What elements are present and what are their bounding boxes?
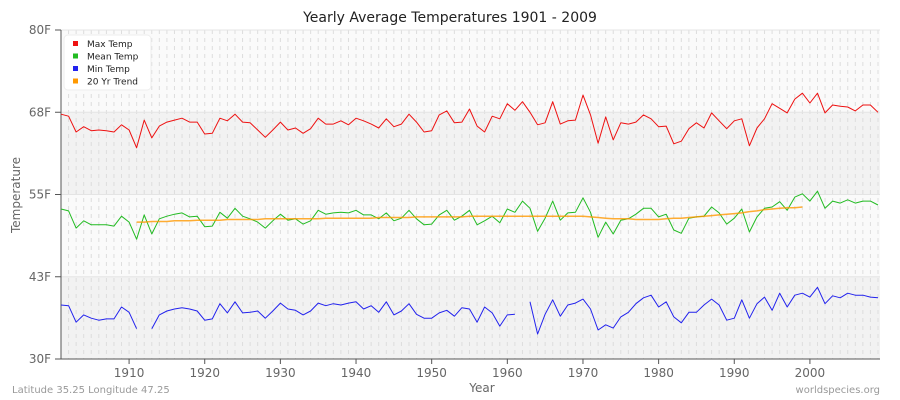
y-tick-label: 80F <box>29 23 51 37</box>
y-axis-label: Temperature <box>9 157 23 234</box>
legend-swatch-20-yr-trend <box>73 78 78 84</box>
20-yr-trend-line <box>136 206 803 223</box>
x-tick-label: 1950 <box>416 366 447 380</box>
max-temp-line <box>60 92 879 149</box>
legend: Max Temp Mean Temp Min Temp 20 Yr Trend <box>63 34 152 91</box>
x-tick-label: 1940 <box>341 366 372 380</box>
x-tick-label: 1910 <box>114 366 145 380</box>
legend-label-mean-temp: Mean Temp <box>87 53 139 63</box>
y-tick-label: 30F <box>29 352 51 366</box>
chart-title: Yearly Average Temperatures 1901 - 2009 <box>302 10 597 26</box>
x-tick-label: 2000 <box>795 366 826 380</box>
mean-temp-line <box>60 190 879 240</box>
x-tick-label: 1970 <box>568 366 599 380</box>
y-tick-label: 43F <box>29 270 51 284</box>
legend-label-min-temp: Min Temp <box>87 65 130 75</box>
footer-source: worldspecies.org <box>796 385 880 396</box>
y-tick-label: 55F <box>29 188 51 202</box>
legend-swatch-max-temp <box>73 41 78 46</box>
x-tick-label: 1920 <box>189 366 220 380</box>
x-axis-label: Year <box>468 381 494 395</box>
legend-label-20-yr-trend: 20 Yr Trend <box>87 78 138 88</box>
footer-location: Latitude 35.25 Longitude 47.25 <box>12 385 170 396</box>
min-temp-line <box>60 286 879 335</box>
x-tick-label: 1990 <box>719 366 750 380</box>
legend-box <box>63 34 152 91</box>
x-tick-label: 1980 <box>643 366 674 380</box>
legend-swatch-mean-temp <box>73 53 78 59</box>
legend-swatch-min-temp <box>73 66 78 71</box>
y-tick-label: 68F <box>29 105 51 119</box>
x-tick-label: 1930 <box>265 366 296 380</box>
legend-label-max-temp: Max Temp <box>87 40 133 50</box>
x-tick-label: 1960 <box>492 366 523 380</box>
